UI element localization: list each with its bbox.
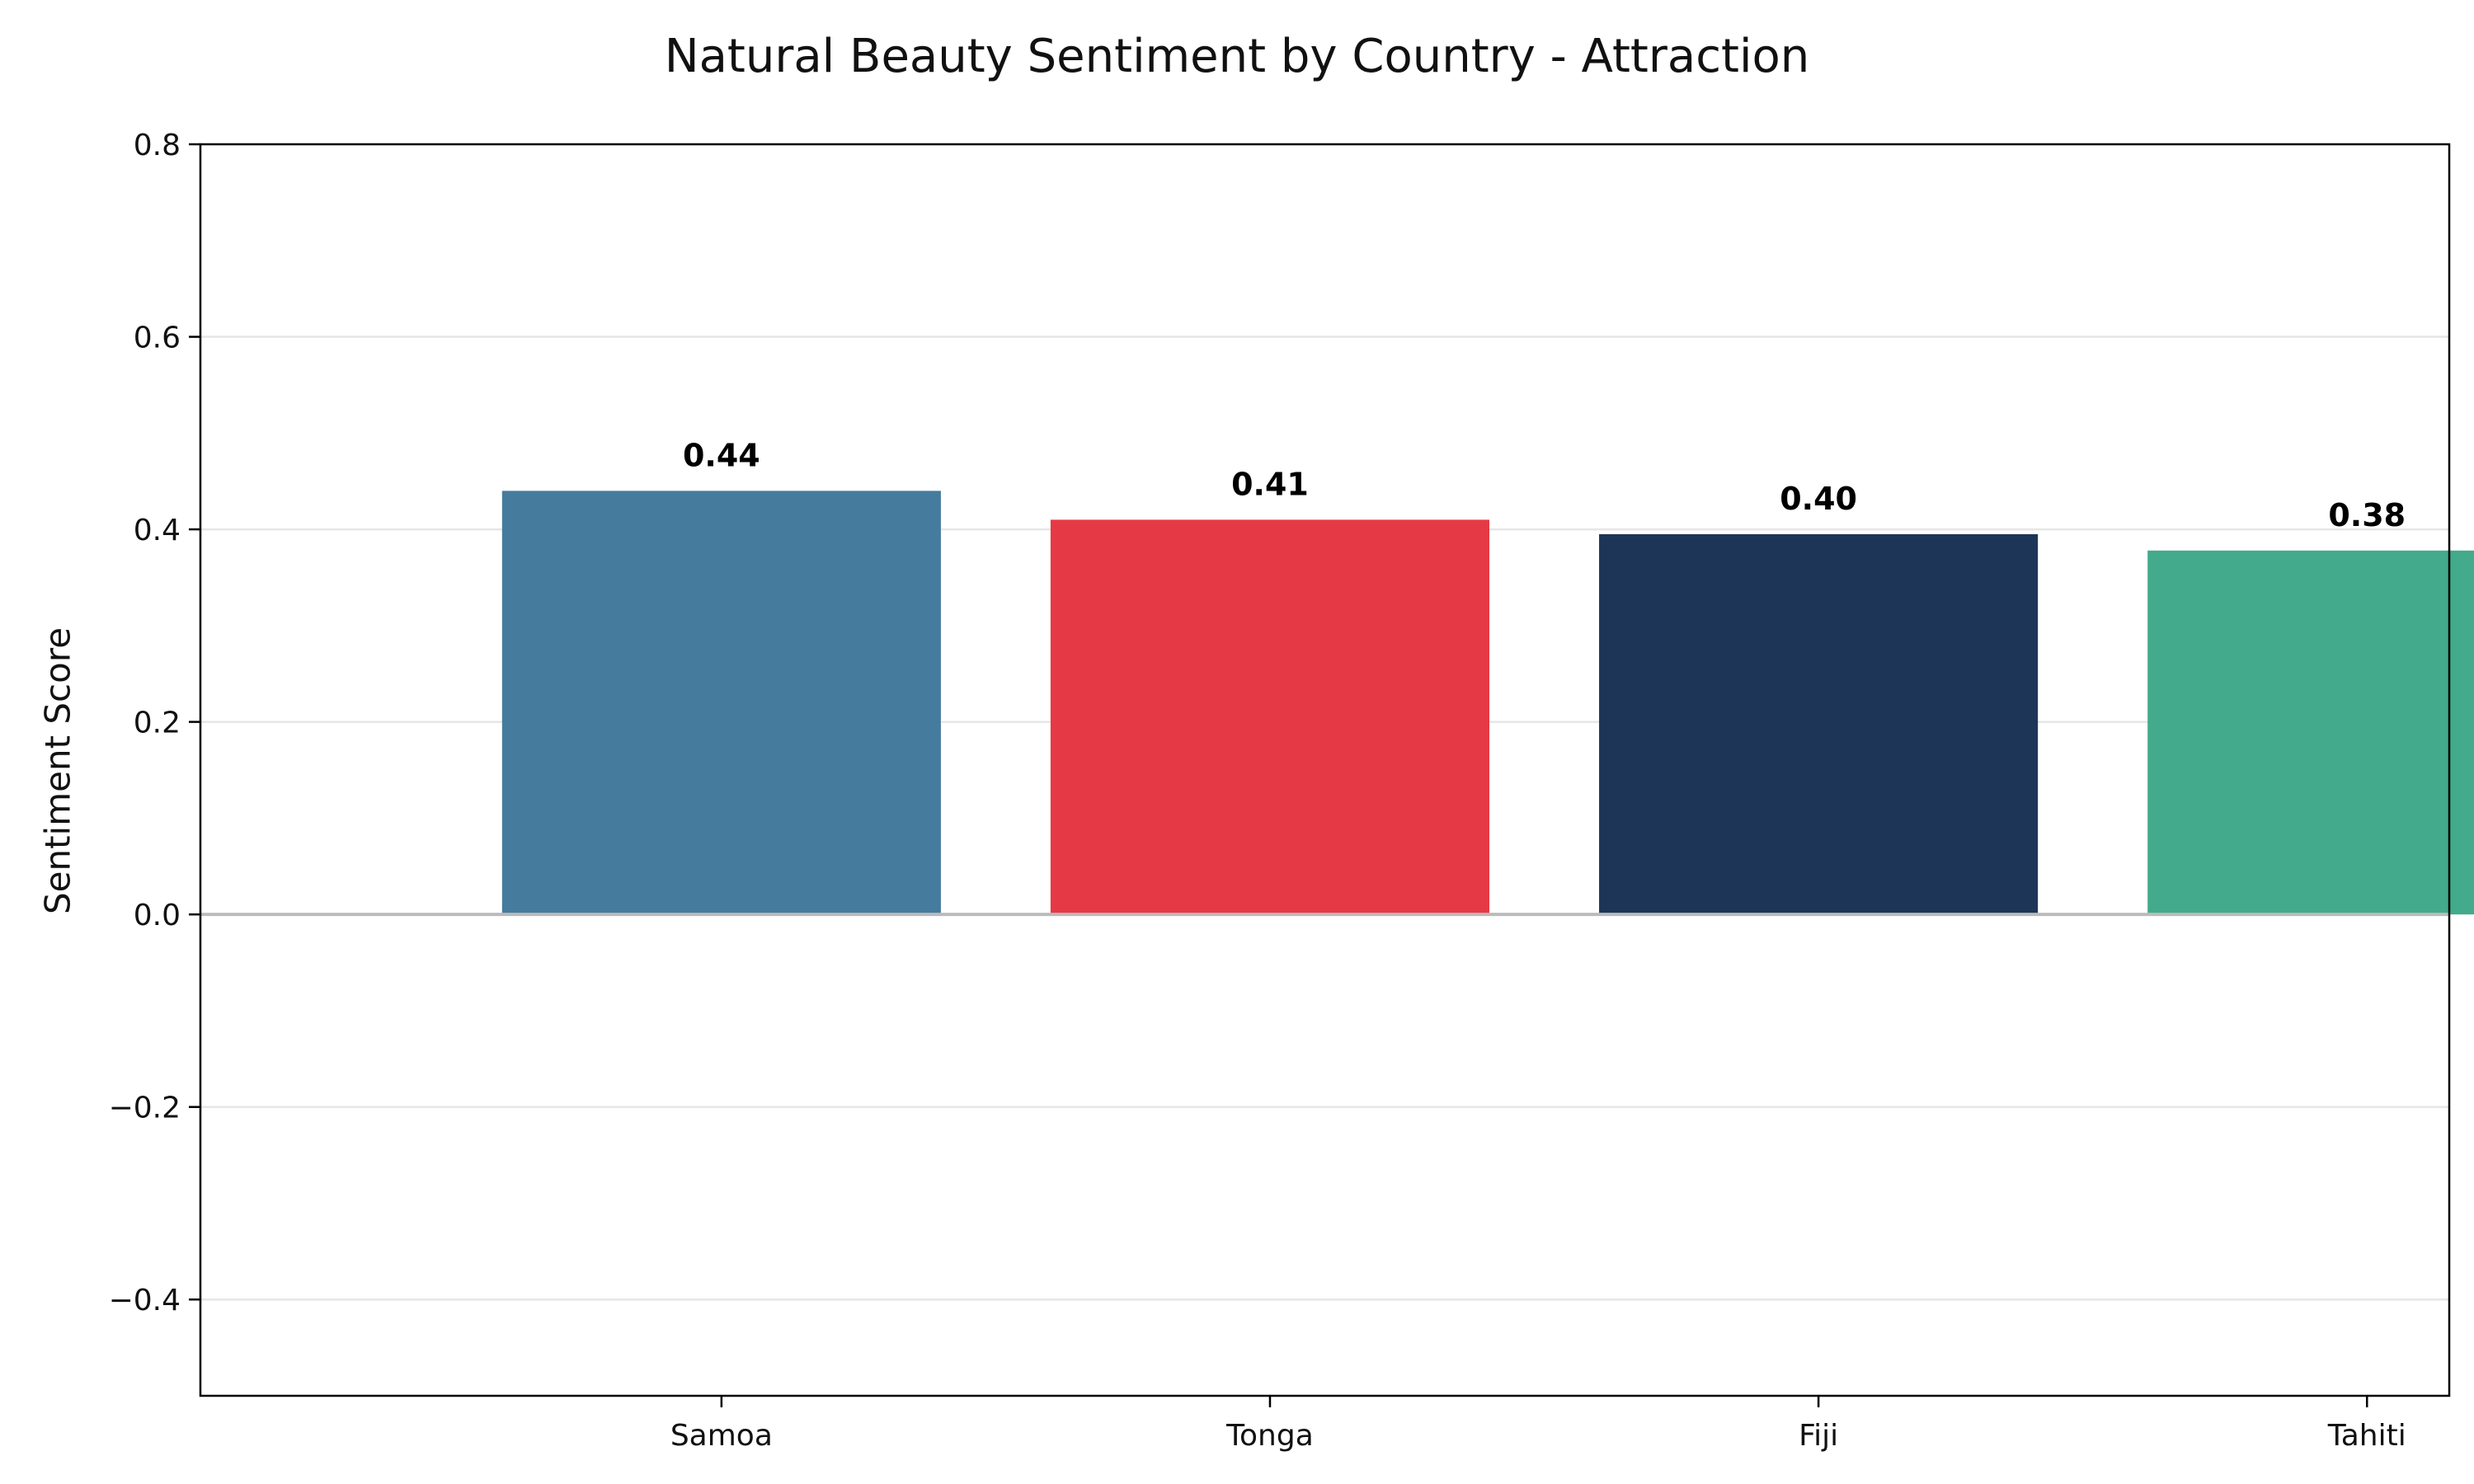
- bars: [501, 491, 2474, 915]
- axes: −0.4 −0.2 0.0 0.2 0.4 0.6 0.8 Samoa Tonga Fiji Tah…: [109, 129, 2451, 1453]
- y-tick-label: −0.2: [109, 1092, 181, 1125]
- value-label-tonga: 0.41: [1231, 466, 1309, 502]
- value-label-fiji: 0.40: [1780, 481, 1857, 517]
- bar-tonga: [1050, 519, 1490, 915]
- bar-fiji: [1599, 533, 2039, 915]
- y-tick-label: 0.0: [134, 899, 181, 932]
- x-tick-label: Samoa: [670, 1419, 773, 1453]
- x-tick-label: Tahiti: [2327, 1419, 2406, 1453]
- plot-frame: [199, 143, 2451, 1397]
- x-tick-label: Fiji: [1799, 1419, 1838, 1453]
- y-tick-label: 0.4: [134, 514, 181, 547]
- y-tick-label: 0.8: [134, 129, 181, 162]
- y-tick-label: 0.2: [134, 707, 181, 740]
- bar-samoa: [501, 491, 941, 915]
- value-labels: 0.44 0.41 0.40 0.38: [683, 437, 2406, 533]
- x-tick-label: Tonga: [1225, 1419, 1314, 1453]
- y-tick-label: 0.6: [134, 322, 181, 355]
- bar-tahiti: [2147, 550, 2474, 915]
- value-label-samoa: 0.44: [683, 437, 760, 473]
- chart-title: Natural Beauty Sentiment by Country - At…: [664, 30, 1810, 83]
- y-tick-label: −0.4: [109, 1284, 181, 1317]
- value-label-tahiti: 0.38: [2328, 497, 2406, 533]
